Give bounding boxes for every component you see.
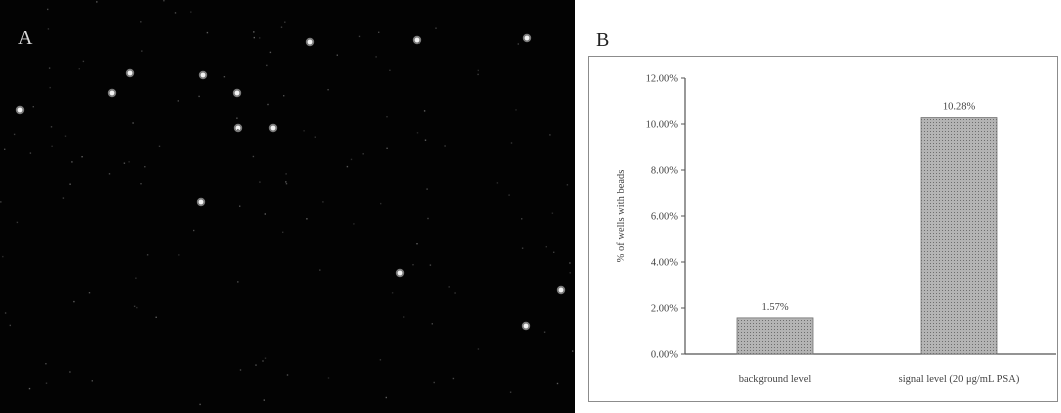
y-tick-label: 2.00% xyxy=(651,304,678,315)
bead-spot xyxy=(198,70,208,80)
bar xyxy=(920,117,998,355)
bead-spot xyxy=(196,197,206,207)
bar xyxy=(736,317,814,355)
background-specks xyxy=(0,0,574,406)
bead-spot xyxy=(522,33,532,43)
x-category-label: background level xyxy=(739,374,812,385)
bar-data-label: 10.28% xyxy=(943,102,976,113)
micrograph-image xyxy=(0,0,574,406)
y-tick-label: 12.00% xyxy=(646,74,679,85)
bead-spot xyxy=(521,321,531,331)
bar-chart-svg: 0.00% 2.00% 4.00% 6.00% 8.00% 10.00% 12.00% % o… xyxy=(588,56,1058,402)
panel-a-label: A xyxy=(18,27,33,49)
x-category-label: signal level (20 μg/mL PSA) xyxy=(899,374,1020,385)
bead-spot xyxy=(395,268,405,278)
bead-spot xyxy=(232,88,242,98)
bead-spot xyxy=(107,88,117,98)
y-tick-label: 4.00% xyxy=(651,258,678,269)
bar-data-label: 1.57% xyxy=(761,302,788,313)
bead-spot xyxy=(556,285,566,295)
y-tick-label: 10.00% xyxy=(646,120,679,131)
bead-spot xyxy=(233,123,243,133)
bead-spot xyxy=(412,35,422,45)
y-tick-label: 8.00% xyxy=(651,166,678,177)
y-tick-label: 6.00% xyxy=(651,212,678,223)
bead-spot xyxy=(305,37,315,47)
panel-b-label: B xyxy=(596,29,610,51)
bead-spot xyxy=(15,105,25,115)
y-tick-label: 0.00% xyxy=(651,350,678,361)
y-axis-title: % of wells with beads xyxy=(616,170,627,263)
bead-spot xyxy=(268,123,278,133)
fluorescence-micrograph: A xyxy=(0,0,575,413)
bar-chart: 0.00% 2.00% 4.00% 6.00% 8.00% 10.00% 12.00% % o… xyxy=(588,56,1058,402)
bead-spot xyxy=(125,68,135,78)
